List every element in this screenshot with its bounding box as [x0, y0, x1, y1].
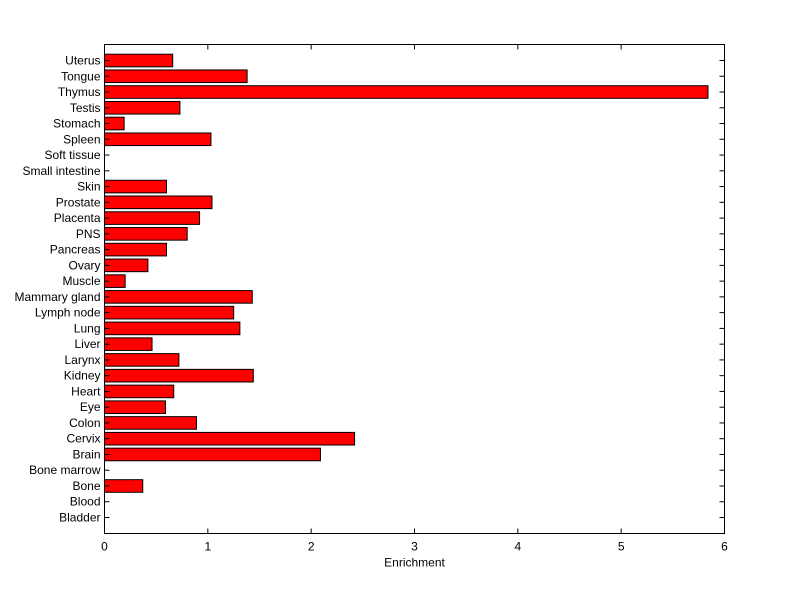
y-tick-label: Bone [72, 479, 100, 493]
y-tick-label: Tongue [61, 69, 101, 83]
y-tick-label: Pancreas [50, 243, 101, 257]
y-tick-label: Placenta [54, 211, 101, 225]
y-tick-label: Lung [74, 321, 101, 335]
bar [104, 242, 167, 257]
bar [104, 400, 166, 414]
bar [104, 85, 709, 99]
bar [104, 227, 188, 241]
y-tick-label: Brain [72, 447, 100, 461]
bar [104, 321, 241, 336]
y-tick-label: Uterus [65, 54, 100, 68]
bar [104, 100, 181, 115]
bar [104, 416, 197, 430]
bar [104, 211, 201, 225]
bar [104, 447, 321, 462]
x-tick-label: 6 [721, 540, 728, 554]
y-tick-label: Bladder [59, 511, 100, 525]
y-tick-label: Ovary [68, 258, 100, 272]
y-tick-label: Bone marrow [29, 463, 101, 477]
bar [104, 368, 254, 383]
y-tick-label: Soft tissue [44, 148, 100, 162]
y-tick-label: Mammary gland [14, 290, 100, 304]
bar [104, 431, 356, 446]
y-tick-label: Small intestine [22, 164, 100, 178]
y-tick-label: Prostate [56, 195, 101, 209]
y-tick-label: Heart [71, 384, 101, 398]
bar [104, 132, 212, 147]
y-tick-label: Larynx [64, 353, 100, 367]
x-tick-label: 1 [204, 540, 211, 554]
x-tick-label: 5 [618, 540, 625, 554]
y-tick-label: Eye [80, 400, 101, 414]
y-tick-label: Colon [69, 416, 100, 430]
x-tick-label: 4 [514, 540, 521, 554]
x-ticks-group: 0 1 2 3 4 5 6 [101, 44, 728, 554]
y-tick-label: Kidney [64, 369, 101, 383]
y-tick-label: Blood [70, 495, 101, 509]
x-tick-label: 2 [308, 540, 315, 554]
y-tick-label: Spleen [63, 132, 100, 146]
x-tick-label: 3 [411, 540, 418, 554]
bar [104, 53, 174, 68]
y-tick-label: Testis [70, 101, 101, 115]
bar [104, 258, 149, 273]
bar [104, 69, 248, 84]
x-axis-title: Enrichment [384, 556, 445, 570]
x-tick-label: 0 [101, 540, 108, 554]
y-tick-label: Liver [74, 337, 100, 351]
y-tick-label: Cervix [66, 432, 100, 446]
bar [104, 384, 175, 399]
y-tick-label: Lymph node [35, 306, 101, 320]
bar [104, 179, 167, 194]
y-tick-label: PNS [76, 227, 101, 241]
y-tick-label: Skin [77, 180, 100, 194]
bar [104, 353, 180, 367]
y-tick-label: Thymus [58, 85, 101, 99]
y-tick-label: Muscle [62, 274, 100, 288]
bar [104, 290, 253, 304]
y-tick-label: Stomach [53, 117, 100, 131]
bar [104, 195, 213, 210]
plot-area-frame [104, 44, 725, 534]
bar [104, 479, 144, 493]
bar [104, 337, 153, 351]
bar [104, 305, 235, 320]
